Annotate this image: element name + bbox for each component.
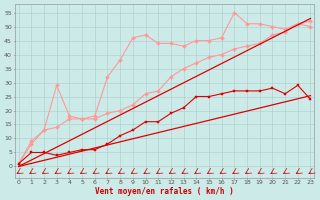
X-axis label: Vent moyen/en rafales ( km/h ): Vent moyen/en rafales ( km/h )	[95, 187, 234, 196]
